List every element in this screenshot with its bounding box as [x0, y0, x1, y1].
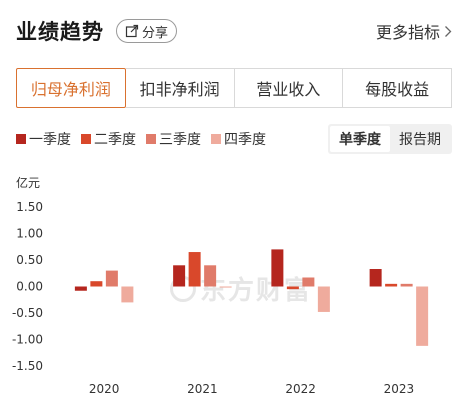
legend-label-q2: 二季度: [94, 132, 136, 148]
chevron-right-icon: [445, 25, 452, 37]
legend-swatch-q3: [146, 134, 156, 144]
period-toggle: 单季度 报告期: [328, 124, 452, 154]
legend-q3[interactable]: 三季度: [146, 129, 201, 149]
bar-2021-q3[interactable]: [204, 265, 217, 287]
legend-swatch-q4: [211, 134, 221, 144]
legend-label-q3: 三季度: [159, 132, 201, 148]
legend-swatch-q1: [16, 134, 26, 144]
bar-2022-q2[interactable]: [286, 286, 299, 290]
bar-2020-q2[interactable]: [90, 281, 103, 287]
bar-2020-q4[interactable]: [121, 286, 134, 303]
x-tick-label: 2022: [285, 382, 316, 396]
legend-q1[interactable]: 一季度: [16, 129, 71, 149]
legend-row: 一季度 二季度 三季度 四季度 单季度 报告期: [16, 124, 452, 154]
y-tick-label: 1.50: [16, 200, 43, 214]
legend-label-q1: 一季度: [29, 132, 71, 148]
y-tick-label: -0.50: [12, 306, 43, 320]
x-tick-label: 2020: [89, 382, 120, 396]
legend-q4[interactable]: 四季度: [211, 129, 266, 149]
report-period-button[interactable]: 报告期: [399, 132, 441, 148]
bar-2021-q2[interactable]: [188, 252, 201, 287]
y-tick-label: 1.00: [16, 227, 43, 241]
more-indicators-label: 更多指标: [375, 23, 440, 42]
bar-2021-q1[interactable]: [173, 265, 186, 287]
x-tick-label: 2021: [187, 382, 218, 396]
bar-2022-q1[interactable]: [271, 249, 284, 287]
share-button[interactable]: 分享: [116, 19, 178, 43]
share-icon: [125, 24, 139, 38]
x-tick-label: 2023: [384, 382, 415, 396]
legend-label-q4: 四季度: [224, 132, 266, 148]
bar-2022-q4[interactable]: [317, 286, 330, 312]
watermark-text: 东方财富: [200, 276, 313, 306]
share-label: 分享: [142, 25, 169, 41]
header: 业绩趋势 分享 更多指标: [16, 14, 452, 48]
tab-net-profit[interactable]: 归母净利润: [16, 68, 126, 108]
bar-2020-q3[interactable]: [105, 270, 118, 287]
single-quarter-button[interactable]: 单季度: [330, 126, 390, 152]
y-tick-label: 0.50: [16, 253, 43, 267]
bar-2022-q3[interactable]: [302, 277, 315, 287]
tab-eps[interactable]: 每股收益: [343, 68, 452, 108]
bar-2021-q4[interactable]: [219, 286, 232, 288]
y-tick-label: -1.00: [12, 333, 43, 347]
more-indicators-link[interactable]: 更多指标: [376, 19, 452, 43]
y-axis-unit: 亿元: [16, 176, 41, 190]
y-tick-label: -1.50: [12, 359, 43, 373]
bar-2023-q1[interactable]: [369, 269, 382, 287]
tab-deducted-net-profit[interactable]: 扣非净利润: [125, 68, 235, 108]
section-title: 业绩趋势: [16, 20, 104, 44]
watermark: 东方财富: [170, 270, 312, 307]
chart: 1.50 1.00 0.50 0.00 -0.50 -1.00 -1.50 2020 2021 2…: [12, 200, 429, 396]
y-tick-label: 0.00: [16, 280, 43, 294]
bar-2023-q4[interactable]: [416, 286, 429, 346]
tab-revenue[interactable]: 营业收入: [234, 68, 344, 108]
bar-2020-q1[interactable]: [74, 286, 87, 291]
legend-q2[interactable]: 二季度: [81, 129, 136, 149]
bar-2023-q3[interactable]: [400, 283, 413, 287]
bar-2023-q2[interactable]: [385, 283, 398, 287]
legend-swatch-q2: [81, 134, 91, 144]
metric-tabs: 归母净利润 扣非净利润 营业收入 每股收益: [16, 68, 452, 108]
